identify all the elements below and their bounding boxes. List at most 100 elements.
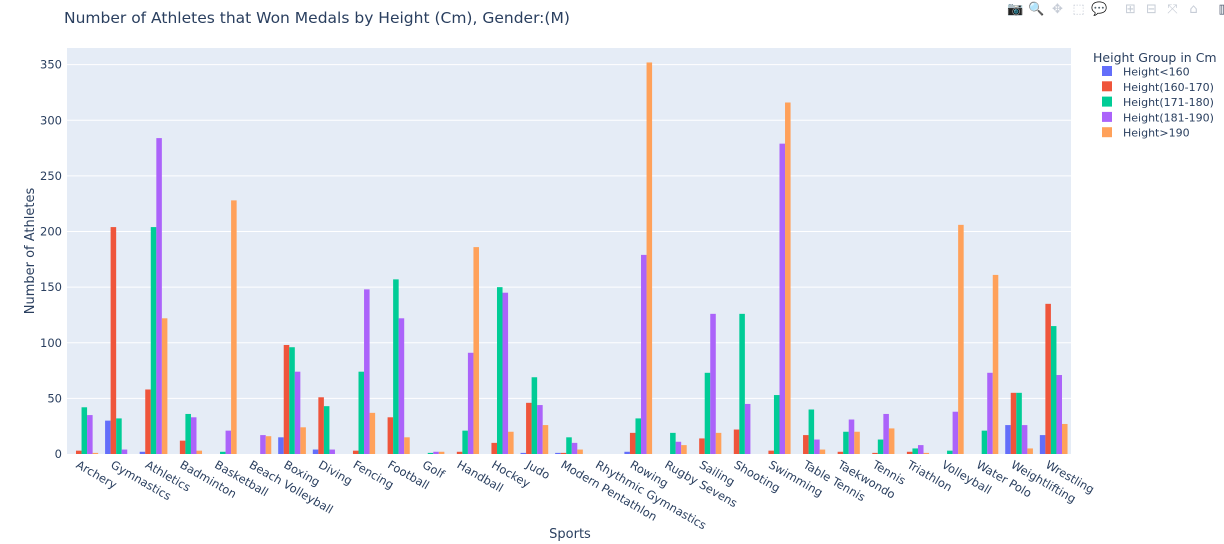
bar[interactable] (733, 429, 740, 454)
bar[interactable] (624, 451, 630, 454)
bar[interactable] (369, 412, 376, 454)
bar[interactable] (843, 431, 849, 454)
bar[interactable] (283, 344, 290, 454)
bar[interactable] (912, 448, 918, 454)
bar[interactable] (819, 449, 826, 454)
bar[interactable] (803, 435, 809, 454)
bar[interactable] (872, 452, 878, 454)
legend-swatch[interactable] (1102, 127, 1112, 138)
bar[interactable] (670, 432, 676, 454)
bar[interactable] (1061, 423, 1068, 454)
bar[interactable] (888, 428, 895, 454)
autoscale-icon[interactable]: ⤧ (1167, 1, 1178, 17)
bar[interactable] (352, 450, 359, 454)
bar[interactable] (635, 418, 642, 454)
bar[interactable] (699, 438, 705, 454)
bar[interactable] (139, 451, 146, 454)
bar[interactable] (278, 437, 284, 454)
bar[interactable] (923, 452, 930, 454)
bar[interactable] (773, 395, 780, 454)
bar[interactable] (1021, 425, 1028, 454)
bar[interactable] (883, 413, 889, 454)
bar[interactable] (156, 138, 162, 454)
bar[interactable] (161, 318, 168, 454)
zoom-out-icon[interactable]: ⊟ (1146, 1, 1157, 17)
legend-swatch[interactable] (1102, 66, 1112, 76)
bar[interactable] (739, 313, 745, 454)
bar[interactable] (1027, 448, 1033, 454)
legend[interactable]: Height Group in Cm Height<160 Height(160-… (1093, 50, 1217, 140)
bar[interactable] (491, 442, 497, 454)
bar[interactable] (710, 313, 716, 454)
bar[interactable] (531, 377, 538, 454)
legend-item-label[interactable]: Height>190 (1123, 127, 1190, 140)
bar[interactable] (1010, 392, 1017, 454)
bar[interactable] (294, 371, 301, 454)
bar[interactable] (496, 287, 503, 454)
bar[interactable] (715, 432, 722, 454)
bar[interactable] (456, 451, 463, 454)
bar[interactable] (508, 431, 514, 454)
bar[interactable] (121, 449, 128, 454)
box-select-icon[interactable]: ⬚ (1072, 1, 1085, 17)
bar[interactable] (196, 450, 203, 454)
bar[interactable] (145, 389, 151, 454)
bar[interactable] (681, 445, 687, 454)
bar[interactable] (877, 439, 884, 454)
bar[interactable] (947, 450, 953, 454)
reset-axes-icon[interactable]: ⌂ (1189, 1, 1198, 17)
bar[interactable] (404, 437, 410, 454)
bar[interactable] (577, 449, 583, 454)
bar[interactable] (105, 420, 111, 454)
bar[interactable] (571, 442, 578, 454)
zoom-in-icon[interactable]: ⊞ (1125, 1, 1136, 17)
bar[interactable] (116, 418, 122, 454)
bar[interactable] (190, 417, 197, 454)
legend-swatch[interactable] (1102, 111, 1112, 122)
legend-item-label[interactable]: Height(160-170) (1123, 81, 1214, 94)
bar[interactable] (560, 452, 567, 454)
bar[interactable] (537, 405, 543, 454)
bar[interactable] (87, 415, 93, 454)
bar[interactable] (427, 452, 434, 454)
bar[interactable] (837, 451, 844, 454)
bar[interactable] (438, 451, 445, 454)
bar[interactable] (641, 254, 647, 454)
bar[interactable] (462, 430, 468, 454)
bar[interactable] (814, 439, 820, 454)
bar[interactable] (433, 451, 439, 454)
zoom-icon[interactable]: 🔍 (1028, 1, 1045, 17)
bar[interactable] (358, 371, 365, 454)
bar[interactable] (520, 452, 527, 454)
bar[interactable] (854, 431, 860, 454)
bar[interactable] (1016, 392, 1022, 454)
bar[interactable] (467, 352, 474, 454)
bar[interactable] (260, 435, 266, 454)
bar[interactable] (768, 450, 774, 454)
bar[interactable] (398, 318, 405, 454)
legend-swatch[interactable] (1102, 96, 1112, 107)
bar[interactable] (312, 449, 319, 454)
bar[interactable] (329, 449, 335, 454)
bar[interactable] (76, 450, 82, 454)
bar[interactable] (473, 247, 479, 454)
bar[interactable] (1045, 303, 1051, 454)
bar[interactable] (81, 407, 88, 454)
bar[interactable] (987, 372, 993, 454)
bar[interactable] (110, 227, 117, 454)
bar[interactable] (744, 403, 751, 454)
legend-item-label[interactable]: Height<160 (1123, 66, 1190, 79)
bar[interactable] (289, 347, 295, 454)
bar[interactable] (992, 274, 999, 454)
pan-icon[interactable]: ✥ (1052, 1, 1063, 17)
bar[interactable] (225, 430, 232, 454)
bar[interactable] (364, 289, 370, 454)
bar[interactable] (958, 224, 964, 454)
bar[interactable] (318, 397, 324, 454)
bar[interactable] (952, 411, 959, 454)
bar[interactable] (808, 409, 815, 454)
bar[interactable] (185, 413, 191, 454)
bars-group[interactable] (76, 62, 1068, 455)
bar[interactable] (675, 441, 682, 454)
bar[interactable] (265, 436, 272, 454)
